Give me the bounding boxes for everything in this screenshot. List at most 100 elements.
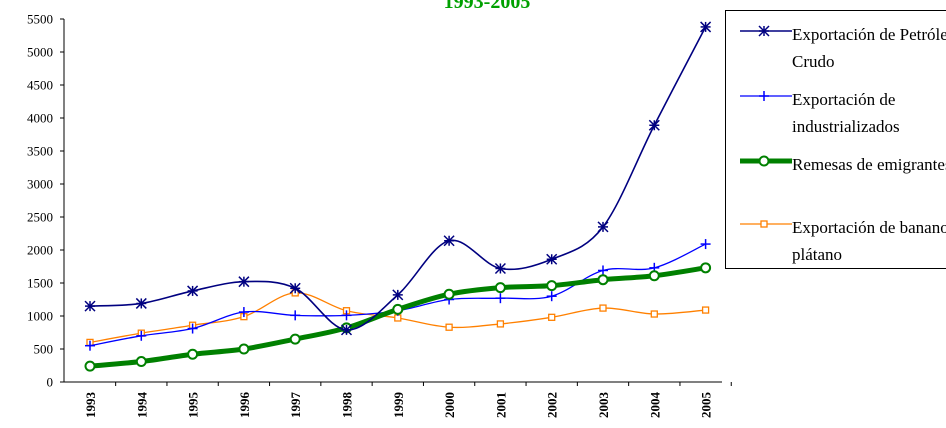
data-point [136,330,147,341]
legend-item: Exportación de industrializados [726,86,946,146]
series-asterisk [84,21,712,336]
x-tick-label: 2004 [647,392,662,419]
y-tick-label: 0 [47,375,54,390]
x-tick-label: 1993 [83,392,98,419]
legend-label: Exportación de Petróleo Crudo [792,25,946,71]
data-point [546,253,558,265]
asterisk-stroke [84,300,96,312]
data-point [340,324,353,336]
legend-swatch-marker [760,220,768,228]
y-tick-label: 4000 [27,111,53,126]
y-tick-label: 5000 [27,45,53,60]
legend-swatch-marker [759,91,769,101]
data-point [599,304,607,312]
asterisk-stroke [340,324,353,336]
x-tick-label: 2005 [699,392,714,419]
y-tick-label: 2500 [27,210,53,225]
x-tick-label: 2002 [545,392,560,418]
data-point [650,310,658,318]
data-point [84,300,96,312]
data-point [443,235,455,247]
y-tick-label: 1000 [27,309,53,324]
x-tick-label: 1995 [186,392,201,419]
asterisk-stroke [758,25,770,37]
legend-swatch [740,155,792,167]
y-tick-label: 2000 [27,243,53,258]
data-point [700,262,712,274]
legend-swatch-marker [758,25,770,37]
y-tick-label: 4500 [27,78,53,93]
data-point [445,323,453,331]
data-point [443,288,455,300]
asterisk-stroke [392,289,404,301]
legend-swatch [740,25,792,37]
asterisk-stroke [700,21,712,33]
legend-swatch-marker [758,155,770,167]
asterisk-stroke [238,276,250,288]
asterisk-stroke [546,253,558,265]
asterisk-stroke [443,235,455,247]
y-tick-label: 3000 [27,177,53,192]
asterisk-stroke [494,262,506,275]
legend-swatch [740,220,792,228]
data-point [238,343,250,355]
data-point [392,289,404,301]
asterisk-stroke [648,119,660,131]
asterisk-stroke [597,221,609,233]
data-point [700,239,711,250]
legend-item: Remesas de emigrantes [726,151,946,211]
data-point [597,221,609,233]
data-point [495,293,506,304]
series-line [89,26,707,331]
x-tick-label: 1999 [391,392,406,419]
y-tick-label: 500 [34,342,54,357]
x-tick-label: 1998 [340,392,355,419]
y-tick-label: 5500 [27,12,53,27]
legend-label: Exportación de banano y plátano [792,218,946,264]
data-point [546,280,558,292]
data-point [84,360,96,372]
data-point [648,270,660,282]
asterisk-stroke [135,297,147,309]
data-point [701,306,710,314]
data-point [648,119,660,131]
data-point [290,310,301,321]
y-tick-label: 1500 [27,276,53,291]
legend-label: Remesas de emigrantes [792,155,946,174]
data-point [238,276,250,288]
data-point [394,314,402,322]
series-circle [84,262,712,372]
data-point [187,348,199,360]
data-point [289,282,301,294]
legend-swatch [740,91,792,101]
data-point [546,291,557,302]
x-tick-label: 2000 [442,392,457,418]
legend-item: Exportación de Petróleo Crudo [726,21,946,81]
data-point [598,265,608,276]
data-point [238,307,249,318]
x-tick-label: 2001 [493,392,508,418]
asterisk-stroke [187,285,199,297]
data-point [494,282,506,294]
x-tick-label: 1997 [288,392,303,419]
data-point [496,320,505,328]
data-point [494,262,506,275]
x-tick-label: 1996 [237,392,252,419]
y-tick-label: 3500 [27,144,53,159]
legend: Exportación de Petróleo Crudo Exportación… [725,10,946,269]
legend-label: Exportación de industrializados [792,90,900,136]
asterisk-stroke [289,282,301,294]
chart-title: 1993-2005 [444,0,531,13]
x-tick-label: 1994 [134,392,149,419]
data-point [392,303,404,315]
x-tick-label: 2003 [596,392,611,419]
data-point [135,356,147,368]
data-point [597,274,609,286]
data-point [341,310,352,321]
data-point [548,313,556,321]
data-point [187,323,198,334]
data-point [85,340,95,351]
legend-item: Exportación de banano y plátano [726,214,946,274]
data-point [289,333,301,345]
